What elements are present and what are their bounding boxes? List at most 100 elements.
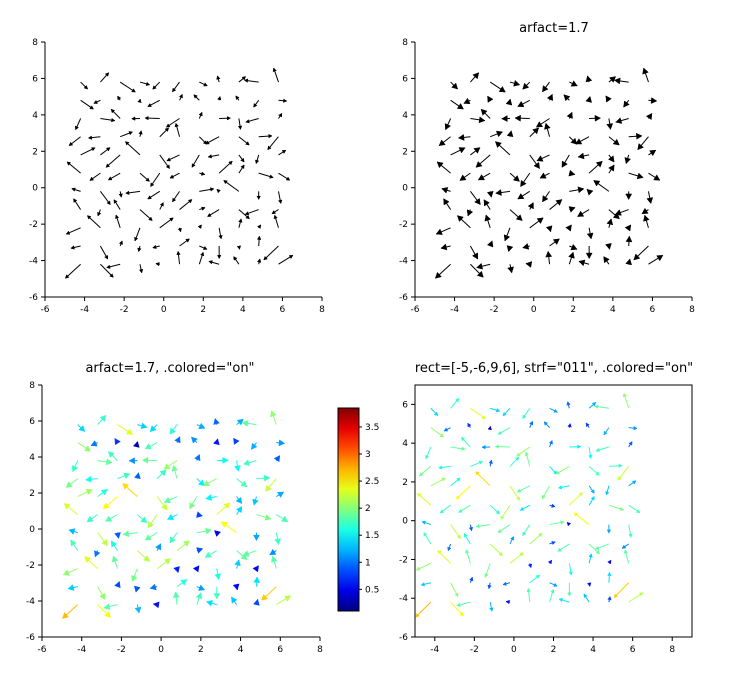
vector-arrow — [608, 76, 616, 83]
vector-arrow — [216, 188, 221, 194]
vector-arrow — [272, 67, 279, 83]
vector-arrow — [194, 454, 201, 462]
vector-arrow — [549, 466, 558, 475]
vector-arrow — [204, 550, 217, 558]
y-tick-label: 2 — [32, 147, 38, 157]
vector-arrow — [648, 97, 658, 104]
vector-arrow — [75, 118, 82, 131]
vector-arrow — [567, 423, 572, 428]
vector-arrow — [278, 112, 283, 119]
vector-arrow — [469, 576, 474, 583]
vector-arrow — [476, 262, 491, 270]
vector-arrow — [122, 483, 138, 497]
y-tick-label: 8 — [29, 381, 35, 391]
vector-arrow — [137, 422, 148, 430]
vector-arrow — [625, 191, 633, 200]
vector-arrow — [125, 141, 141, 156]
y-tick-label: 8 — [402, 38, 408, 48]
vector-arrow — [270, 555, 278, 569]
plot-area: -6 -4 -2 0 2 4 6 8 -6 -4 -2 0 2 4 6 8 — [26, 381, 323, 655]
vector-arrow — [134, 227, 141, 242]
vector-arrow — [108, 451, 118, 461]
vector-arrow — [484, 214, 492, 228]
vector-arrow — [594, 543, 610, 550]
vector-arrow — [236, 418, 244, 426]
vector-arrow — [593, 180, 610, 192]
vector-arrow — [648, 149, 657, 157]
x-tick-label: 8 — [317, 645, 323, 655]
vector-arrow — [214, 568, 222, 581]
vector-arrow — [232, 583, 240, 591]
vector-arrow — [233, 256, 240, 265]
vector-arrow — [437, 550, 451, 564]
vector-arrow — [578, 259, 590, 267]
vector-arrow — [99, 245, 109, 260]
chart-title: arfact=1.7, .colored="on" — [85, 361, 254, 376]
vector-arrow — [100, 263, 114, 278]
vector-arrow — [549, 199, 563, 210]
vector-arrow — [643, 214, 650, 228]
vector-arrow — [196, 511, 203, 518]
vector-arrow — [66, 161, 81, 174]
vector-arrow — [261, 586, 277, 601]
y-tick-label: 6 — [402, 400, 408, 410]
vector-arrow — [77, 424, 86, 432]
vector-arrow — [436, 161, 451, 174]
x-tick-label: 2 — [570, 305, 576, 315]
vector-arrow — [522, 407, 531, 420]
vector-arrow — [117, 95, 122, 101]
vector-arrow — [549, 238, 560, 247]
vector-arrow — [191, 436, 198, 444]
vector-arrow — [535, 118, 550, 128]
vector-arrow — [216, 75, 221, 83]
vector-arrow — [588, 553, 593, 564]
vector-arrow — [466, 209, 474, 217]
vector-arrow — [243, 459, 257, 466]
vector-arrow — [603, 256, 610, 265]
vector-arrow — [469, 191, 481, 205]
vector-arrow — [438, 136, 451, 147]
vector-arrow — [179, 238, 190, 247]
vector-arrow — [444, 118, 452, 131]
vector-arrow — [250, 442, 258, 450]
vector-arrow — [502, 407, 511, 417]
vector-arrow — [588, 402, 597, 409]
vector-arrow — [527, 563, 533, 569]
vector-arrow — [198, 136, 208, 145]
vector-arrow — [457, 215, 471, 229]
colorbar: 0.5 1 1.5 2 2.5 3 3.5 — [337, 407, 379, 612]
vector-arrow — [77, 488, 93, 498]
vector-arrow — [541, 485, 550, 500]
vector-arrow — [443, 427, 451, 432]
vector-arrow — [509, 552, 524, 564]
vector-arrow — [585, 75, 593, 83]
vector-arrow — [625, 258, 632, 266]
vector-arrow — [149, 424, 158, 433]
vector-arrow — [637, 136, 649, 151]
vector-arrow — [202, 478, 217, 487]
vector-arrow — [236, 245, 242, 250]
vector-arrow — [483, 199, 491, 210]
vector-arrow — [497, 427, 511, 435]
x-tick-label: -6 — [411, 305, 420, 315]
vector-arrow — [278, 98, 288, 103]
x-tick-label: 4 — [590, 645, 596, 655]
x-tick-label: -6 — [41, 305, 50, 315]
vector-arrow — [120, 131, 133, 138]
vector-arrow — [487, 582, 492, 590]
vector-arrow — [505, 599, 511, 605]
vector-arrow — [585, 95, 593, 103]
vector-arrow — [77, 442, 92, 452]
vector-arrow — [199, 187, 215, 192]
vector-arrow — [236, 478, 248, 488]
vector-arrow — [137, 245, 142, 253]
vector-arrow — [134, 472, 141, 480]
vector-arrow — [199, 81, 208, 87]
vector-arrow — [178, 93, 183, 101]
vector-arrow — [558, 597, 570, 603]
vector-arrow — [241, 420, 257, 427]
vector-arrow — [265, 478, 277, 492]
vector-arrow — [174, 122, 181, 137]
vector-arrow — [196, 547, 204, 554]
